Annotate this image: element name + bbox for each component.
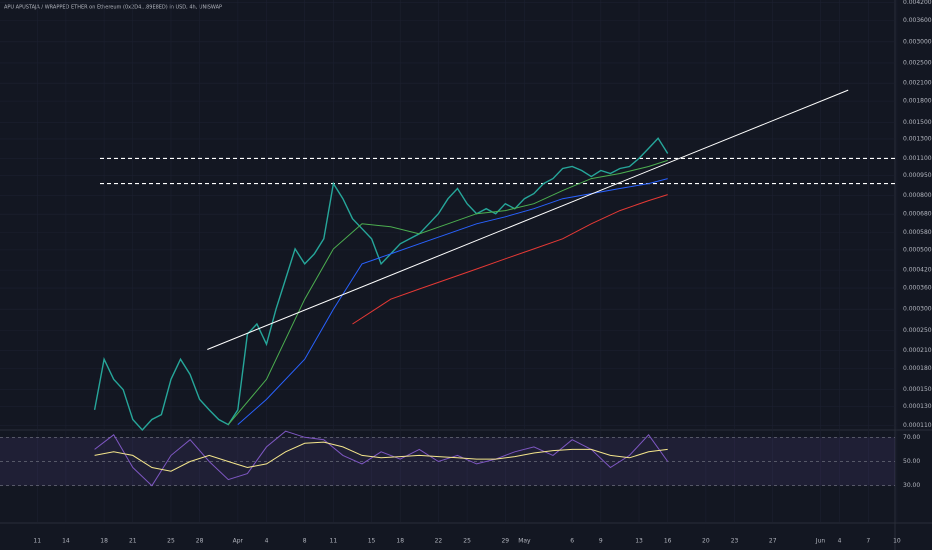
x-tick-label: 29 (501, 538, 509, 545)
x-tick-label: 9 (599, 538, 603, 545)
y-tick-label: 0.0025000000 (903, 59, 932, 66)
series-line (207, 89, 849, 350)
y-tick-label: 0.0001800000 (903, 365, 932, 372)
x-tick-label: 21 (129, 538, 137, 545)
y-tick-label: 0.0021000000 (903, 80, 932, 87)
y-tick-label: 0.0002100000 (903, 347, 932, 354)
x-tick-label: 10 (893, 538, 901, 545)
x-tick-label: 6 (570, 538, 574, 545)
y-tick-label: 0.0018000000 (903, 98, 932, 105)
y-tick-label: 0.0005800000 (903, 229, 932, 236)
y-tick-label: 30.00 (903, 482, 920, 489)
x-tick-label: 11 (330, 538, 338, 545)
x-tick-label: 13 (635, 538, 643, 545)
y-tick-label: 0.0015000000 (903, 119, 932, 126)
x-tick-label: 14 (62, 538, 70, 545)
x-tick-label: 27 (769, 538, 777, 545)
x-tick-label: 8 (303, 538, 307, 545)
x-tick-label: 23 (731, 538, 739, 545)
y-tick-label: 0.0001300000 (903, 403, 932, 410)
series-line (352, 194, 668, 325)
series-line (227, 159, 668, 425)
y-tick-label: 0.0042000000 (903, 0, 932, 6)
y-tick-label: 70.00 (903, 434, 920, 441)
x-tick-label: 4 (838, 538, 842, 545)
y-tick-label: 50.00 (903, 458, 920, 465)
x-tick-label: 18 (100, 538, 108, 545)
y-tick-label: 0.0036000000 (903, 17, 932, 24)
y-tick-label: 0.0013000000 (903, 135, 932, 142)
x-tick-label: 22 (435, 538, 443, 545)
y-tick-label: 0.0003600000 (903, 285, 932, 292)
y-tick-label: 0.0002500000 (903, 327, 932, 334)
series-line (93, 137, 669, 432)
x-tick-label: 16 (664, 538, 672, 545)
x-tick-label: 28 (196, 538, 204, 545)
y-tick-label: 0.0006800000 (903, 211, 932, 218)
y-tick-label: 0.0030000000 (903, 38, 932, 45)
y-tick-label: 0.0008000000 (903, 192, 932, 199)
series-line (94, 430, 669, 487)
x-tick-label: Jun (815, 538, 826, 545)
x-tick-label: 25 (167, 538, 175, 545)
series-line (94, 441, 668, 472)
x-tick-label: 7 (866, 538, 870, 545)
y-tick-label: 0.0005000000 (903, 246, 932, 253)
series-line (237, 178, 668, 425)
chart-title: APU APUSTAJA / WRAPPED ETHER on Ethereum… (4, 5, 222, 11)
x-tick-label: 18 (396, 538, 404, 545)
x-tick-label: Apr (233, 538, 244, 545)
x-tick-label: 11 (33, 538, 41, 545)
x-tick-label: 4 (265, 538, 269, 545)
y-tick-label: 0.0011000000 (903, 155, 932, 162)
y-tick-label: 0.0009500000 (903, 172, 932, 179)
y-tick-label: 0.0001500000 (903, 386, 932, 393)
y-tick-label: 0.0003000000 (903, 306, 932, 313)
x-tick-label: 15 (368, 538, 376, 545)
y-tick-label: 0.0001100000 (903, 422, 932, 429)
x-tick-label: 20 (702, 538, 710, 545)
x-tick-label: May (518, 538, 531, 545)
x-tick-label: 25 (463, 538, 471, 545)
y-tick-label: 0.0004200000 (903, 267, 932, 274)
